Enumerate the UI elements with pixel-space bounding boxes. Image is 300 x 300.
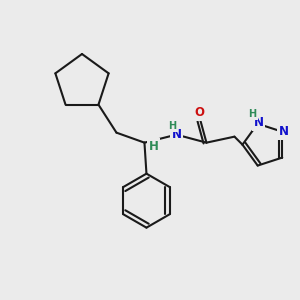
Text: N: N [279, 125, 289, 138]
Text: N: N [172, 128, 182, 141]
Text: N: N [254, 116, 264, 129]
Text: H: H [249, 109, 257, 119]
Text: O: O [194, 106, 205, 119]
Text: H: H [168, 121, 176, 131]
Text: H: H [148, 140, 158, 153]
